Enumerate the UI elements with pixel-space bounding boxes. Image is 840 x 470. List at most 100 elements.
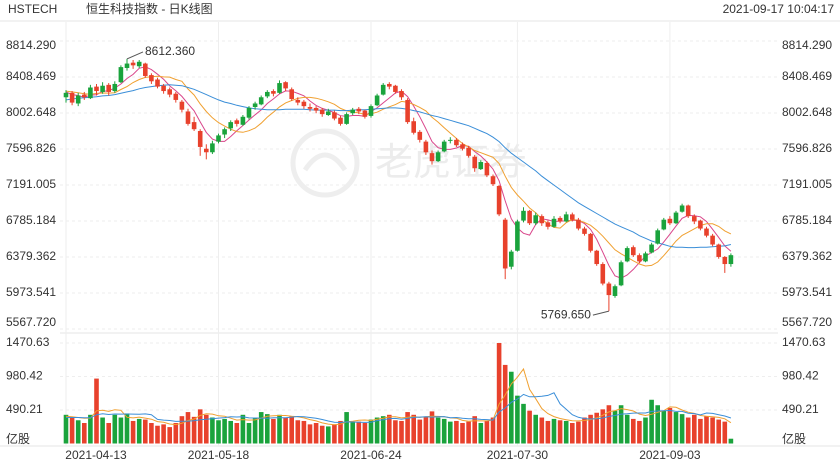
volume-bar (143, 419, 148, 444)
candle-body (143, 63, 148, 76)
candle-body (612, 286, 618, 296)
candle-body (350, 109, 355, 114)
volume-bar (679, 414, 685, 444)
candle-body (692, 216, 697, 222)
candle-body (82, 94, 87, 98)
volume-bar (490, 417, 496, 444)
candle-body (661, 219, 667, 230)
volume-bar (448, 421, 453, 444)
watermark: 老虎证券 (375, 142, 527, 184)
y-tick-label-right: 7596.826 (782, 141, 832, 155)
volume-bar (661, 410, 667, 444)
candle-body (374, 95, 380, 106)
volume-bar (265, 414, 270, 444)
volume-bar (173, 422, 179, 444)
volume-bar (106, 422, 111, 444)
volume-bar (509, 371, 514, 444)
volume-ma-line (66, 392, 732, 424)
ma-line (65, 84, 732, 249)
volume-bar (539, 417, 545, 444)
volume-bar (710, 417, 715, 444)
x-tick-label: 2021-05-18 (188, 448, 250, 462)
volume-bar (692, 414, 697, 444)
candle-body (258, 97, 264, 105)
candle-body (551, 218, 557, 227)
volume-bar (149, 422, 154, 444)
candle-body (265, 91, 270, 97)
y-tick-label-right: 8002.648 (782, 105, 832, 119)
candle-body (252, 103, 258, 108)
volume-bar (588, 414, 593, 444)
candle-body (240, 116, 246, 125)
y-tick-label: 6379.362 (6, 249, 56, 263)
candle-body (698, 220, 703, 229)
y-tick-label: 5973.541 (6, 285, 56, 299)
volume-tick-label: 490.21 (6, 402, 43, 416)
candle-body (533, 215, 538, 224)
volume-bar (374, 417, 380, 444)
volume-tick-label-right: 1470.63 (782, 335, 826, 349)
y-tick-label: 8002.648 (6, 105, 56, 119)
candle-body (204, 148, 209, 153)
volume-bar (356, 421, 362, 444)
volume-bar (533, 414, 538, 444)
candle-body (338, 117, 343, 124)
volume-bar (454, 420, 459, 444)
volume-bar (252, 417, 258, 444)
candle-body (234, 120, 240, 124)
volume-bar (368, 419, 374, 444)
candle-body (307, 107, 313, 109)
volume-bar (631, 418, 636, 444)
volume-bar (600, 409, 606, 444)
candle-body (417, 131, 423, 140)
candle-body (326, 111, 331, 116)
volume-bar (478, 422, 484, 444)
candle-body (399, 91, 404, 98)
candle-body (100, 85, 105, 92)
x-tick-label: 2021-07-30 (487, 448, 549, 462)
candle-body (380, 84, 386, 95)
volume-bar (295, 420, 301, 444)
y-tick-label-right: 8408.469 (782, 69, 832, 83)
candle-body (124, 63, 130, 68)
candle-body (295, 99, 301, 103)
volume-bar (155, 425, 160, 444)
volume-bar (63, 414, 69, 444)
volume-bar (204, 414, 209, 444)
volume-bar (728, 438, 734, 444)
x-tick-label: 2021-09-03 (639, 448, 701, 462)
candle-body (673, 212, 679, 224)
y-tick-label: 8408.469 (6, 69, 56, 83)
candle-body (490, 176, 496, 185)
volume-bar (502, 364, 508, 444)
volume-bar (685, 417, 691, 444)
y-tick-label-right: 5567.720 (782, 315, 832, 329)
candle-body (136, 61, 142, 67)
candle-body (594, 250, 599, 265)
candle-body (191, 122, 197, 130)
candle-body (655, 230, 660, 244)
candle-body (356, 108, 362, 112)
volume-bar (594, 412, 599, 444)
y-tick-label: 7596.826 (6, 141, 56, 155)
y-tick-label: 5567.720 (6, 315, 56, 329)
candle-body (521, 210, 526, 221)
volume-bar (649, 399, 654, 444)
candle-body (460, 144, 465, 149)
volume-bar (582, 417, 587, 444)
volume-bar (380, 416, 386, 444)
candle-body (319, 109, 325, 115)
candle-body (130, 62, 136, 66)
candle-body (216, 135, 221, 142)
volume-tick-label-right: 980.42 (782, 369, 819, 383)
candle-body (472, 156, 477, 169)
volume-bar (246, 422, 252, 444)
candle-body (344, 114, 349, 124)
volume-bar (124, 413, 130, 444)
symbol: HSTECH (8, 2, 57, 16)
candle-body (179, 101, 185, 110)
y-tick-label: 8814.290 (6, 38, 56, 52)
volume-bar (667, 407, 673, 444)
volume-bar (545, 420, 551, 444)
volume-bar (362, 422, 368, 444)
